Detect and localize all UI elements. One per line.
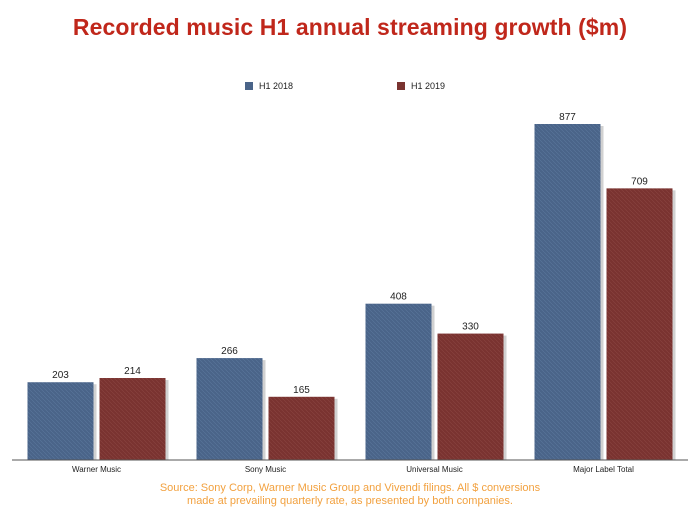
legend-label-h1-2018: H1 2018 (259, 81, 294, 91)
x-tick-label-sony-music: Sony Music (245, 465, 286, 474)
bar-sony-music-h1-2019 (268, 396, 335, 460)
legend-item-h1-2018: H1 2018 (245, 81, 293, 91)
data-label-universal-music-h1-2019: 330 (462, 322, 479, 333)
data-label-major-label-total-h1-2019: 709 (631, 176, 648, 187)
x-tick-label-warner-music: Warner Music (72, 465, 121, 474)
bar-sony-music-h1-2018 (196, 358, 263, 460)
x-tick-label-major-label-total: Major Label Total (573, 465, 634, 474)
bar-chart: 203 214 Warner Music 266 165 Sony Music 408 330… (12, 112, 688, 474)
data-label-sony-music-h1-2019: 165 (293, 385, 310, 396)
source-note: Source: Sony Corp, Warner Music Group an… (100, 482, 600, 508)
legend-swatch-h1-2018 (245, 82, 253, 90)
bar-warner-music-h1-2018 (27, 382, 94, 460)
bar-major-label-total-h1-2019 (606, 188, 673, 461)
bar-warner-music-h1-2019 (99, 378, 166, 460)
data-label-warner-music-h1-2018: 203 (52, 370, 69, 381)
bar-universal-music-h1-2018 (365, 303, 432, 460)
chart-title: Recorded music H1 annual streaming growt… (72, 14, 628, 40)
data-label-warner-music-h1-2019: 214 (124, 366, 141, 377)
bar-major-label-total-h1-2018 (534, 124, 601, 460)
source-note-line-2: made at prevailing quarterly rate, as pr… (187, 495, 513, 507)
data-label-sony-music-h1-2018: 266 (221, 346, 238, 357)
data-label-universal-music-h1-2018: 408 (390, 292, 407, 303)
source-note-line-1: Source: Sony Corp, Warner Music Group an… (159, 482, 541, 494)
x-tick-label-universal-music: Universal Music (406, 465, 462, 474)
data-label-major-label-total-h1-2018: 877 (559, 112, 576, 123)
legend-item-h1-2019: H1 2019 (397, 81, 445, 91)
legend: H1 2018 H1 2019 (0, 81, 700, 95)
legend-swatch-h1-2019 (397, 82, 405, 90)
legend-label-h1-2019: H1 2019 (411, 81, 446, 91)
bar-universal-music-h1-2019 (437, 333, 504, 460)
